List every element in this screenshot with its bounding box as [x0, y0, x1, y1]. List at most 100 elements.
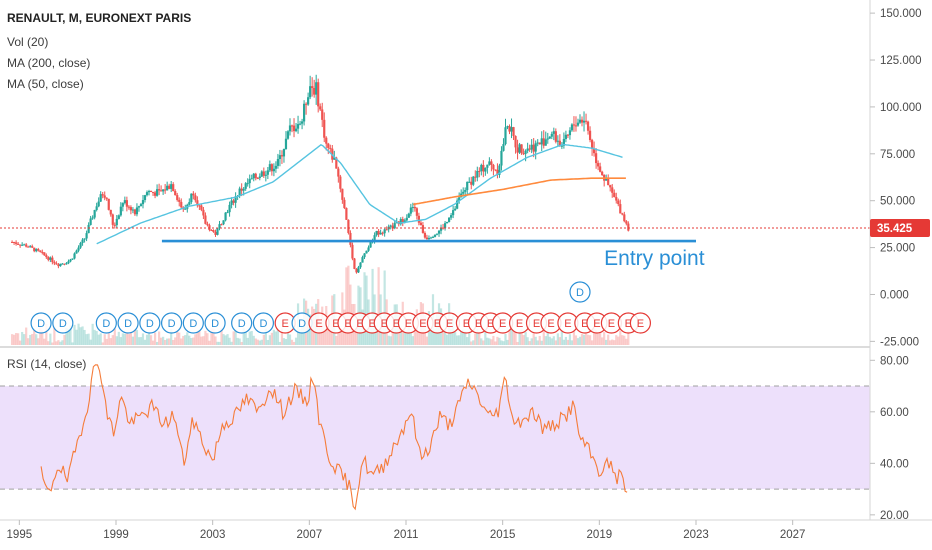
time-axis[interactable]: 1995 1999 2003 2007 2011 2015 2019 2023 2027 [7, 520, 806, 541]
candle-body [625, 221, 628, 224]
candle-body [21, 244, 24, 246]
dividend-marker-label: D [37, 318, 45, 330]
volume-bar [363, 272, 366, 345]
candle-body [609, 185, 612, 188]
candle-body [278, 155, 282, 160]
candle-body [115, 218, 118, 226]
candle-body [268, 164, 271, 171]
volume-bar [200, 336, 203, 345]
candle-body [260, 171, 263, 177]
candle-body [470, 181, 473, 185]
volume-bar [35, 334, 38, 345]
volume-bar [45, 323, 48, 345]
rsi-title[interactable]: RSI (14, close) [7, 357, 86, 371]
candle-body [218, 224, 221, 228]
candle-body [383, 229, 386, 234]
candle-body [280, 155, 284, 157]
candle-body [99, 194, 102, 202]
dividend-marker[interactable] [182, 312, 204, 334]
candle-body [421, 225, 425, 233]
candle-body [381, 232, 384, 234]
candle-body [188, 202, 191, 205]
candle-body [266, 170, 269, 175]
volume-bar [288, 334, 292, 345]
candle-body [367, 247, 370, 251]
candle-body [447, 217, 451, 223]
candle-body [174, 190, 177, 196]
dividend-marker[interactable] [30, 312, 52, 334]
candle-body [592, 148, 596, 154]
volume-bar [516, 341, 519, 345]
candle-body [198, 205, 201, 207]
dividend-marker[interactable] [231, 312, 253, 334]
candle-body [452, 210, 455, 216]
candle-body [389, 225, 392, 227]
candle-body [151, 191, 155, 193]
price-tick-label: 125.000 [880, 55, 922, 67]
volume-bar [145, 334, 149, 345]
earnings-marker-label: E [332, 318, 339, 330]
volume-bar [204, 330, 207, 345]
volume-bar [133, 329, 137, 345]
dividend-marker[interactable] [569, 281, 591, 303]
candle-body [137, 206, 141, 208]
time-tick-label: 2019 [587, 529, 613, 541]
dividend-marker[interactable] [95, 312, 117, 334]
volume-bar [55, 341, 58, 345]
candle-body [290, 125, 294, 127]
volume-bar [254, 338, 257, 345]
candle-body [133, 209, 137, 215]
volume-bar [272, 329, 275, 345]
candle-body [617, 200, 620, 205]
volume-bar [220, 328, 223, 345]
candle-body [41, 251, 44, 253]
candle-body [57, 264, 60, 267]
price-tick-label: 0.000 [880, 289, 909, 301]
indicator-ma-50[interactable]: MA (50, close) [7, 77, 84, 91]
candle-body [300, 121, 304, 124]
earnings-marker-label: E [593, 318, 600, 330]
volume-bar [51, 342, 54, 345]
candle-body [321, 109, 324, 120]
dividend-marker[interactable] [204, 312, 226, 334]
earnings-marker-label: E [393, 318, 400, 330]
candle-body [526, 148, 529, 151]
ma-50-line [96, 143, 623, 245]
candle-body [536, 142, 539, 144]
volume-bar [466, 337, 469, 345]
dividend-marker[interactable] [117, 312, 139, 334]
candle-body [29, 246, 32, 248]
volume-bar [560, 330, 563, 345]
volume-bar [570, 340, 574, 345]
indicator-vol[interactable]: Vol (20) [7, 35, 48, 49]
candle-body [518, 144, 521, 153]
candle-body [107, 198, 110, 210]
dividend-marker[interactable] [139, 312, 161, 334]
candle-body [478, 170, 481, 172]
volume-bar [250, 330, 253, 345]
candle-body [619, 204, 622, 214]
price-axis[interactable]: 150.000 125.000 100.000 75.000 50.000 25.000 0… [870, 8, 922, 348]
candle-body [534, 143, 537, 152]
candle-body [623, 214, 626, 222]
volume-bar [574, 335, 578, 345]
dividend-marker[interactable] [52, 312, 74, 334]
candle-body [87, 224, 90, 234]
dividend-marker[interactable] [252, 312, 275, 334]
rsi-axis[interactable]: 80.00 60.00 40.00 20.00 [870, 355, 909, 522]
event-markers[interactable]: D D D D D D D D D D E D E E E E E E E E E E E E E E E E E E E EDE E E E [30, 281, 652, 334]
dividend-marker[interactable] [160, 312, 183, 334]
indicator-ma-200[interactable]: MA (200, close) [7, 56, 90, 70]
volume-bar [117, 331, 120, 345]
volume-bar [162, 336, 165, 345]
volume-bar [129, 331, 133, 345]
volume-bar [246, 337, 249, 345]
volume-bar [71, 342, 74, 345]
earnings-marker[interactable] [629, 312, 652, 334]
volume-bar [89, 339, 92, 345]
candle-body [454, 208, 457, 211]
volume-bar [375, 320, 378, 345]
candle-body [216, 227, 219, 235]
